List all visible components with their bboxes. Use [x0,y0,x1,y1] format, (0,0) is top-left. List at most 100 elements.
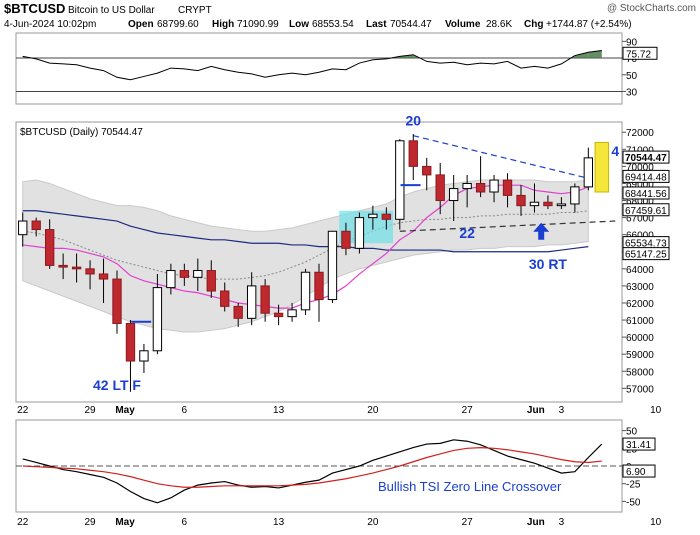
candle-body-38 [529,201,540,207]
price-tick-label-13: 59000 [626,350,654,361]
volume-label: Volume [445,19,481,30]
price-right-label-1: 69414.48 [625,172,667,183]
price-tick-label-5: 67000 [626,214,654,225]
price-right-label-box-5 [622,247,670,261]
candle-body-3 [58,264,68,268]
price-annotation-4: 42 LT F [93,377,141,393]
candle-body-13 [193,270,203,278]
candle-body-26 [368,213,378,219]
symbol-title: $BTCUSD [4,1,65,16]
xaxis-2-label-2: May [115,517,135,528]
price-annotation-2: 30 RT [529,256,568,272]
xaxis-2-label-4: 13 [273,517,285,528]
candle-body-24 [341,230,351,249]
last-label: Last [366,19,387,30]
candle-body-18 [260,285,270,314]
candle-body-22 [314,271,324,301]
x-axis-bottom: 22 29 May 6 13 20 27 Jun 3 10 [17,517,661,528]
candle-body-39 [543,201,553,207]
candle-body-4 [71,266,82,270]
xaxis-2-label-3: 6 [182,517,188,528]
price-annotation-1: 22 [459,225,475,241]
price-panel-frame [15,121,623,403]
price-right-label-4: 65534.73 [625,239,667,250]
xaxis-2-label-0: 22 [17,517,29,528]
top-tick-label-0: 90 [626,37,638,48]
tsi-annotation: Bullish TSI Zero Line Crossover [378,479,562,494]
xaxis-1-label-8: 3 [559,405,565,416]
xaxis-1-label-9: 10 [650,405,662,416]
price-tick-label-4: 68000 [626,197,654,208]
exchange-label: CRYPT [178,5,212,16]
candle-body-36 [502,179,513,196]
candle-body-35 [489,179,499,193]
candle-body-23 [327,230,338,301]
bottom-series-label-box-1 [622,464,656,478]
xaxis-2-label-6: 27 [462,517,474,528]
bottom-series-line-1 [22,446,602,488]
candle-body-15 [220,290,230,307]
price-right-label-2: 68441.56 [625,189,667,200]
candle-body-8 [125,322,136,362]
candle-body-28 [395,140,405,220]
candle-body-17 [246,285,257,319]
candle-body-16 [233,305,243,319]
candle-body-40 [556,203,567,207]
candle-body-20 [287,309,297,318]
indicator-top-panel: 9070503075.72 [15,32,658,105]
price-right-label-0: 70544.47 [625,153,667,164]
bottom-tick-label-3: -25 [626,480,641,491]
candle-body-0 [18,220,28,236]
volume-value: 28.6K [486,19,512,30]
bottom-series-label-1: 6.90 [626,467,646,478]
top-last-value-label: 75.72 [626,49,651,60]
candle-body-42 [583,157,594,188]
price-trendline-0 [413,135,589,179]
top-tick-label-2: 50 [626,71,638,82]
datetime-label: 4-Jun-2024 10:02pm [4,19,96,30]
x-axis-price: 22 29 May 6 13 20 27 Jun 3 10 [17,405,661,416]
price-annotation-3: 4 [611,143,619,159]
price-arrow [533,222,550,240]
price-tick-label-10: 62000 [626,299,654,310]
xaxis-2-label-7: Jun [527,517,545,528]
candle-body-33 [462,182,472,190]
xaxis-1-label-4: 13 [273,405,285,416]
candle-body-2 [44,229,55,266]
top-last-value-box [622,46,658,60]
price-right-label-box-0 [622,150,670,164]
top-overbought-fill-42 [588,50,602,59]
candle-body-31 [435,174,445,202]
bottom-series-line-0 [22,439,603,504]
low-value: 68553.54 [312,19,354,30]
candle-body-14 [206,270,216,292]
xaxis-1-label-6: 27 [462,405,474,416]
price-right-label-box-1 [622,169,670,183]
xaxis-1-label-0: 22 [17,405,29,416]
candle-body-21 [300,271,311,311]
last-value: 70544.47 [390,19,432,30]
price-ma-slow [22,210,589,253]
top-overbought-fill-41 [574,52,589,59]
candle-body-41 [570,186,580,205]
xaxis-1-label-7: Jun [527,405,545,416]
price-tick-label-15: 57000 [626,384,654,395]
high-label: High [212,19,234,30]
chg-value: +1744.87 (+2.54%) [546,19,632,30]
price-tick-label-14: 58000 [626,367,654,378]
open-label: Open [128,19,154,30]
candle-body-5 [85,268,95,275]
price-panel: $BTCUSD (Daily) 70544.47 720007100070000… [15,112,670,403]
candle-body-7 [112,278,122,324]
price-tick-label-3: 69000 [626,179,654,190]
low-label: Low [289,19,309,30]
price-tick-label-2: 70000 [626,162,654,173]
price-trendline-1 [399,220,616,232]
top-indicator-line [22,50,602,81]
candle-body-32 [448,188,459,202]
candle-body-9 [139,350,149,362]
indicator-bottom-panel: Bullish TSI Zero Line Crossover 50250-25… [15,419,656,513]
candle-body-25 [354,217,365,249]
price-tick-label-0: 72000 [626,128,654,139]
